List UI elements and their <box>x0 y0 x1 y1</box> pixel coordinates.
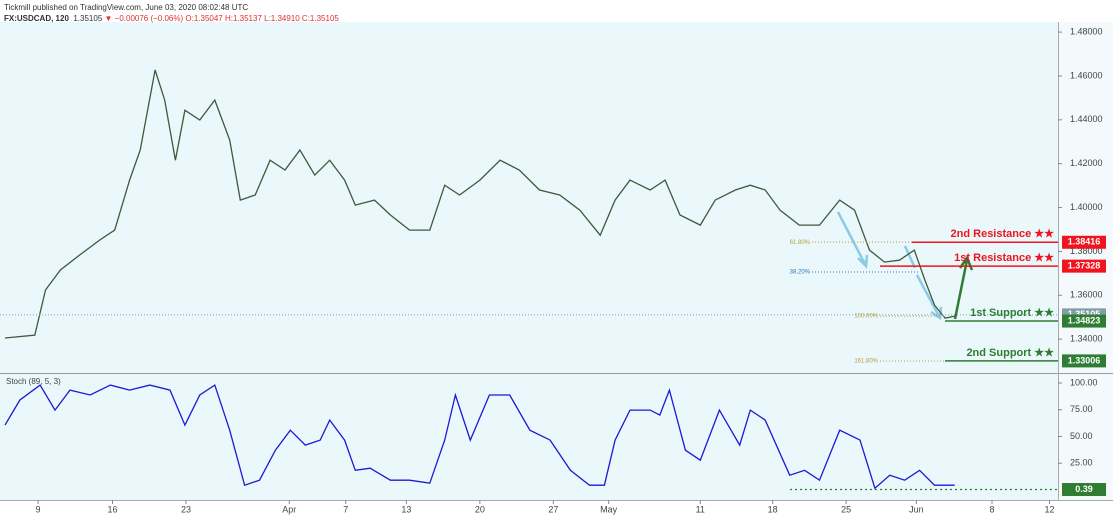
last: 1.35105 <box>73 14 103 23</box>
y-tick-label: 50.00 <box>1070 431 1093 441</box>
level-annotation: 1st Resistance ★★ <box>954 252 1054 264</box>
x-tick-label: May <box>600 504 618 514</box>
change: ▼ −0.00076 (−0.06%) <box>104 14 184 23</box>
series-line <box>4 69 955 339</box>
y-tick-label: 1.48000 <box>1070 26 1103 36</box>
y-tick-label: 25.00 <box>1070 458 1093 468</box>
price-label-box <box>1062 483 1106 497</box>
x-tick-label: 18 <box>768 504 778 514</box>
x-tick-label: 16 <box>108 504 118 514</box>
x-tick-label: Apr <box>282 504 296 514</box>
x-tick-label: 23 <box>181 504 191 514</box>
price-label: 1.33006 <box>1068 355 1101 365</box>
y-tick-label: 1.40000 <box>1070 202 1103 212</box>
y-tick-label: 75.00 <box>1070 404 1093 414</box>
y-tick-label: 100.00 <box>1070 377 1098 387</box>
price-label: 0.39 <box>1075 484 1093 494</box>
x-tick-label: 27 <box>548 504 558 514</box>
x-tick-label: 9 <box>36 504 41 514</box>
y-tick-label: 1.46000 <box>1070 70 1103 80</box>
level-annotation: 1st Support ★★ <box>970 307 1054 319</box>
header: Tickmill published on TradingView.com, J… <box>4 2 339 24</box>
fib-label: 100.00% <box>854 314 878 320</box>
blue-arrow <box>903 245 917 269</box>
price-label: 1.38416 <box>1068 237 1101 247</box>
price-label-box <box>1062 235 1106 249</box>
y-tick-label: 1.42000 <box>1070 158 1103 168</box>
publisher: Tickmill published on TradingView.com, J… <box>4 3 249 12</box>
y-tick-label: 1.38000 <box>1070 246 1103 256</box>
x-tick-label: Jun <box>909 504 924 514</box>
price-label-box <box>1062 354 1106 368</box>
y-tick-label: 1.36000 <box>1070 290 1103 300</box>
plot-background <box>0 22 1058 500</box>
x-tick-label: 12 <box>1044 504 1054 514</box>
indicator-title: Stoch (89, 5, 3) <box>6 377 61 386</box>
symbol-line: FX:USDCAD, 120 1.35105 ▼ −0.00076 (−0.06… <box>4 13 339 24</box>
series-line <box>4 384 955 490</box>
price-label: 1.34823 <box>1068 315 1101 325</box>
symbol: FX:USDCAD, 120 <box>4 14 69 23</box>
x-tick-label: 13 <box>401 504 411 514</box>
price-label: 1.37328 <box>1068 260 1101 270</box>
price-label-box <box>1062 259 1106 273</box>
blue-arrow <box>836 211 869 269</box>
x-tick-label: 11 <box>696 504 705 514</box>
fib-label: 61.80% <box>790 240 811 246</box>
level-annotation: 2nd Resistance ★★ <box>951 228 1055 240</box>
fib-label: 161.80% <box>854 359 878 365</box>
x-tick-label: 8 <box>989 504 994 514</box>
y-tick-label: 1.44000 <box>1070 114 1103 124</box>
price-label-box <box>1062 314 1106 328</box>
level-annotation: 2nd Support ★★ <box>966 347 1054 359</box>
arrows <box>836 211 974 321</box>
x-tick-label: 20 <box>475 504 485 514</box>
price-label: 1.35105 <box>1068 309 1101 319</box>
blue-arrow <box>915 274 943 321</box>
fib-label: 38.20% <box>790 270 811 276</box>
y-tick-label: 1.34000 <box>1070 333 1103 343</box>
x-tick-label: 7 <box>343 504 348 514</box>
ohlc: O:1.35047 H:1.35137 L:1.34910 C:1.35105 <box>185 14 339 23</box>
x-tick-label: 25 <box>841 504 851 514</box>
